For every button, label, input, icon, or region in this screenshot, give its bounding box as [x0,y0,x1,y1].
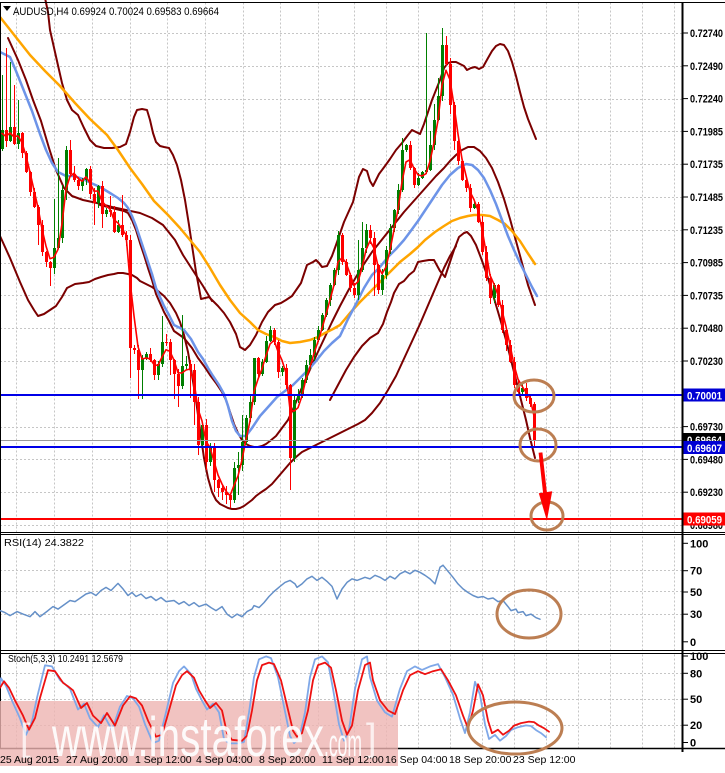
svg-text:50: 50 [690,694,702,706]
svg-text:0.69230: 0.69230 [690,487,723,499]
svg-text:0.72490: 0.72490 [690,61,723,73]
svg-text:0: 0 [690,738,696,750]
svg-text:4 Sep 04:00: 4 Sep 04:00 [196,754,253,766]
svg-text:0.71485: 0.71485 [690,192,723,204]
svg-text:18 Sep 20:00: 18 Sep 20:00 [449,754,512,766]
svg-text:8 Sep 20:00: 8 Sep 20:00 [259,754,316,766]
svg-text:0.71985: 0.71985 [690,126,723,138]
svg-text:30: 30 [690,609,702,621]
svg-text:50: 50 [690,587,702,599]
svg-text:25 Aug 2015: 25 Aug 2015 [0,754,59,766]
svg-text:0.72740: 0.72740 [690,28,723,40]
svg-text:0.72240: 0.72240 [690,94,723,106]
svg-text:Stoch(5,3,3) 10.2491 12.5679: Stoch(5,3,3) 10.2491 12.5679 [8,653,123,665]
svg-text:0.71235: 0.71235 [690,225,723,237]
svg-text:0.70001: 0.70001 [687,391,722,403]
svg-text:0.70480: 0.70480 [690,323,723,335]
svg-text:0.69607: 0.69607 [687,443,722,455]
svg-text:0: 0 [690,637,696,649]
svg-text:100: 100 [690,651,708,663]
svg-text:[: [ [20,717,31,759]
svg-text:0.70985: 0.70985 [690,258,723,270]
svg-text:0.70230: 0.70230 [690,356,723,368]
svg-text:RSI(14) 24.3822: RSI(14) 24.3822 [4,537,84,549]
svg-text:20: 20 [690,720,702,732]
svg-text:0.70735: 0.70735 [690,290,723,302]
svg-text:23 Sep 12:00: 23 Sep 12:00 [513,754,576,766]
svg-text:100: 100 [690,538,708,550]
svg-text:0.69480: 0.69480 [690,454,723,466]
svg-text:AUDUSD,H4 0.69924 0.70024 0.69: AUDUSD,H4 0.69924 0.70024 0.69583 0.6966… [13,6,219,18]
svg-text:70: 70 [690,566,702,578]
svg-text:80: 80 [690,668,702,680]
svg-text:16 Sep 04:00: 16 Sep 04:00 [385,754,448,766]
svg-text:0.71735: 0.71735 [690,159,723,171]
svg-text:11 Sep 12:00: 11 Sep 12:00 [322,754,384,766]
svg-text:0.69059: 0.69059 [687,515,722,527]
svg-text:0.69730: 0.69730 [690,422,723,434]
svg-text:]: ] [366,717,377,759]
svg-text:27 Aug 20:00: 27 Aug 20:00 [66,754,128,766]
svg-text:1 Sep 12:00: 1 Sep 12:00 [135,754,192,766]
